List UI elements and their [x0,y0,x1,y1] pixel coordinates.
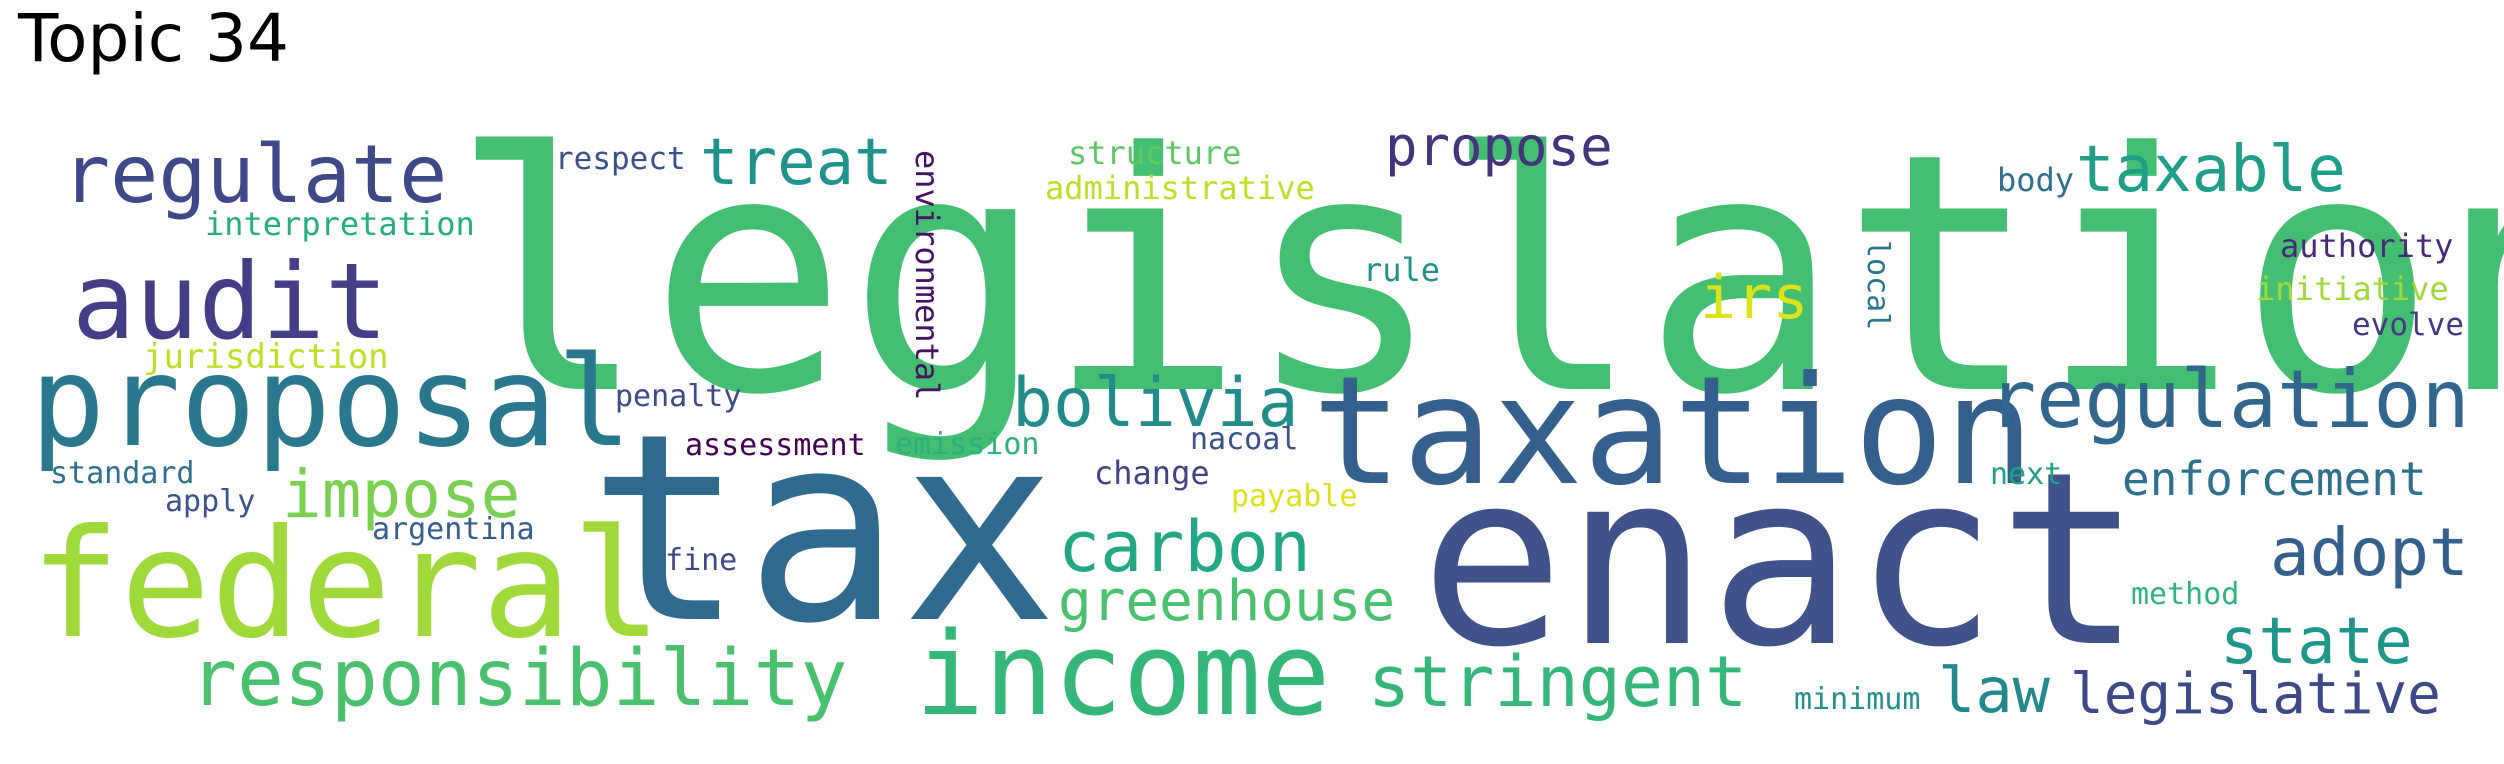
word-taxation: taxation [1312,345,2035,519]
word-evolve: evolve [2352,307,2464,343]
word-initiative: initiative [2256,270,2449,308]
word-rule: rule [1363,251,1441,289]
word-fine: fine [665,543,738,578]
word-nacoal: nacoal [1190,422,1299,457]
word-next: next [1990,457,2063,492]
word-federal: federal [30,498,663,672]
word-irs: irs [1700,263,1809,333]
word-structure: structure [1068,134,1242,172]
word-enforcement: enforcement [2122,452,2427,506]
word-apply: apply [165,484,256,519]
word-local: local [1860,240,1895,331]
word-regulate: regulate [62,128,448,221]
word-minimum: minimum [1794,682,1921,717]
word-greenhouse: greenhouse [1058,569,1396,634]
word-enact: enact [1420,420,2143,700]
word-jurisdiction: jurisdiction [143,337,389,377]
word-law: law [1938,654,2050,727]
word-standard: standard [50,456,195,491]
word-bolivia: bolivia [1012,364,1299,443]
word-state: state [2220,605,2413,679]
word-tax: tax [588,379,1058,681]
word-authority: authority [2280,227,2454,265]
word-treat: treat [700,126,893,200]
word-regulation: regulation [1988,353,2470,446]
word-legislation: legislation [450,83,2504,467]
word-adopt: adopt [2270,514,2469,591]
word-administrative: administrative [1045,169,1315,207]
word-change: change [1094,454,1210,492]
word-responsibility: responsibility [190,634,848,724]
word-argentina: argentina [372,512,535,547]
word-respect: respect [555,141,686,177]
word-emission: emission [895,427,1040,462]
word-carbon: carbon [1058,506,1311,588]
word-income: income [915,608,1331,742]
word-propose: propose [1385,115,1613,178]
word-stringent: stringent [1368,641,1748,723]
word-proposal: proposal [30,330,633,475]
word-impose: impose [282,456,521,533]
word-taxable: taxable [2076,133,2346,207]
page-title: Topic 34 [18,0,289,77]
word-legislative: legislative [2070,662,2441,727]
word-assessment: assessment [685,428,866,463]
word-penalty: penalty [615,379,742,414]
word-payable: payable [1231,479,1358,514]
word-audit: audit [72,241,389,363]
word-method: method [2131,577,2240,612]
word-interpretation: interpretation [205,205,475,243]
word-body: body [1997,161,2075,199]
word-environmental: environmental [908,150,946,401]
